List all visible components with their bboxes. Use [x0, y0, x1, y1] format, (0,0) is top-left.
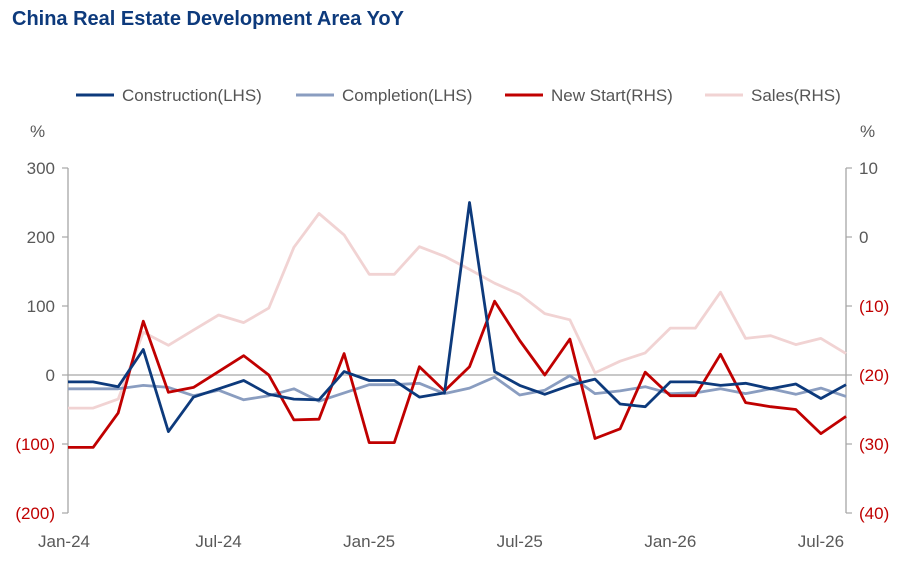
x-tick-label: Jan-25	[343, 532, 395, 551]
legend-label-completion: Completion(LHS)	[342, 86, 472, 105]
left-tick-label: (200)	[15, 504, 55, 523]
series-line-sales	[68, 212, 847, 410]
right-tick-label: 10	[859, 159, 878, 178]
x-tick-label: Jul-24	[195, 532, 241, 551]
series-line-construction	[68, 201, 847, 434]
x-tick-label: Jan-24	[38, 532, 90, 551]
x-tick-label: Jan-26	[644, 532, 696, 551]
right-tick-label: (20)	[859, 366, 889, 385]
left-axis-unit: %	[30, 122, 45, 141]
left-tick-label: 300	[27, 159, 55, 178]
left-tick-label: 100	[27, 297, 55, 316]
legend-label-sales: Sales(RHS)	[751, 86, 841, 105]
left-tick-label: 0	[46, 366, 55, 385]
right-tick-label: (10)	[859, 297, 889, 316]
right-tick-label: (30)	[859, 435, 889, 454]
right-axis-unit: %	[860, 122, 875, 141]
left-tick-label: 200	[27, 228, 55, 247]
legend-label-new-start: New Start(RHS)	[551, 86, 673, 105]
left-tick-label: (100)	[15, 435, 55, 454]
right-tick-label: 0	[859, 228, 868, 247]
right-tick-label: (40)	[859, 504, 889, 523]
x-tick-label: Jul-26	[798, 532, 844, 551]
chart-title: China Real Estate Development Area YoY	[12, 8, 404, 30]
legend-label-construction: Construction(LHS)	[122, 86, 262, 105]
x-tick-label: Jul-25	[497, 532, 543, 551]
series-line-new-start	[68, 299, 847, 449]
